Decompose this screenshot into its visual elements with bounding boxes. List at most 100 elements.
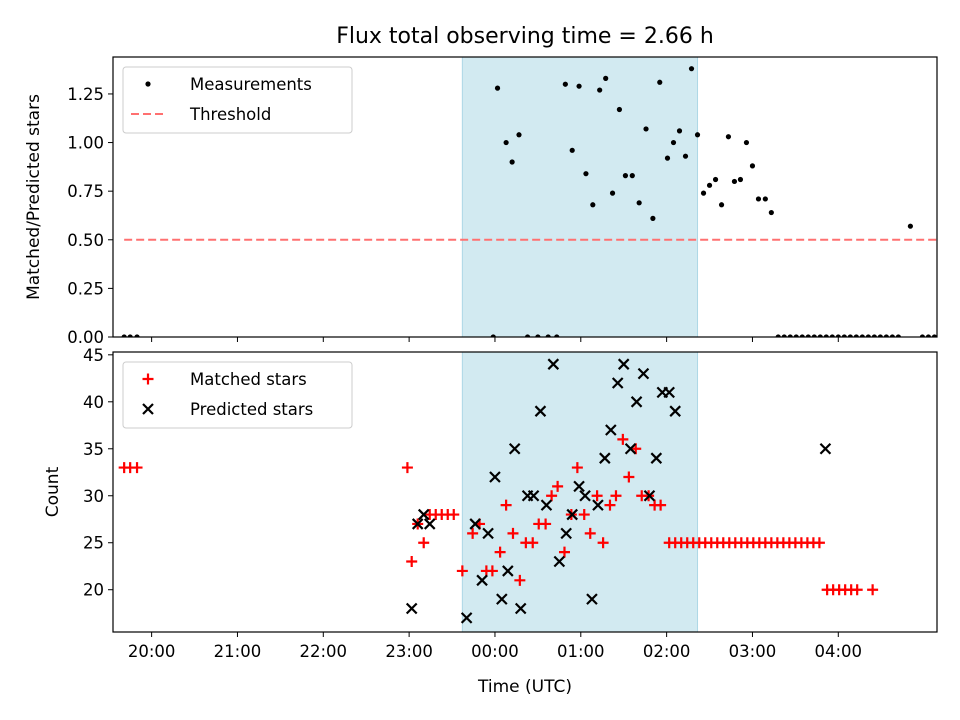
measurements-point	[731, 178, 738, 185]
matched-stars-point	[546, 490, 558, 502]
measurements-point	[889, 334, 895, 337]
matched-stars-point	[448, 509, 460, 521]
measurements-point	[787, 334, 793, 337]
legend-label: Measurements	[190, 75, 312, 94]
matched-stars-point	[867, 584, 879, 596]
matched-stars-point	[406, 556, 418, 568]
measurements-point	[583, 171, 589, 177]
x-tick-label: 03:00	[729, 642, 777, 661]
legend-label: Matched stars	[190, 370, 307, 389]
measurements-point	[622, 173, 629, 179]
measurements-point	[682, 153, 689, 159]
matched-stars-point	[486, 565, 498, 577]
top-y-axis-label: Matched/Predicted stars	[24, 94, 44, 300]
measurements-point	[609, 190, 616, 196]
legend: Matched stars Predicted stars	[122, 361, 353, 429]
measurements-point	[545, 334, 551, 337]
axes-frame	[112, 351, 938, 633]
measurements-point	[554, 334, 560, 337]
measurements-point	[562, 81, 568, 87]
chart-title: Flux total observing time = 2.66 h	[336, 24, 714, 49]
measurements-point	[853, 334, 859, 337]
matched-stars-point	[131, 462, 143, 474]
predicted-stars-point	[534, 405, 547, 417]
matched-stars-point	[467, 527, 479, 539]
predicted-stars-point	[819, 443, 832, 455]
measurements-point	[490, 334, 496, 337]
y-tick-label: 45	[83, 346, 104, 365]
predicted-stars-point	[592, 499, 604, 511]
matched-stars-point	[813, 537, 825, 549]
predicted-stars-point	[579, 489, 591, 502]
measurements-point	[859, 334, 865, 337]
matched-stars-point	[623, 471, 635, 483]
predicted-stars-point	[573, 480, 585, 493]
measurements-point	[664, 155, 671, 161]
matched-stars-point	[655, 499, 667, 511]
predicted-stars-point	[566, 508, 578, 521]
measurements-point	[835, 334, 841, 337]
measurements-point	[700, 190, 707, 196]
y-tick-label: 0.75	[67, 182, 104, 201]
measurements-point	[718, 202, 725, 208]
matched-stars-point	[500, 499, 512, 511]
predicted-stars-point	[611, 377, 624, 389]
predicted-stars-point	[527, 489, 540, 502]
measurements-point	[841, 334, 847, 337]
measurements-point	[737, 176, 744, 183]
predicted-stars-point	[489, 471, 501, 483]
measurements-point	[676, 128, 683, 134]
y-tick-label: 1.00	[67, 134, 104, 153]
predicted-stars-point	[669, 405, 681, 417]
matched-stars-point	[851, 584, 863, 596]
y-tick-label: 0.00	[67, 328, 104, 347]
y-tick-label: 25	[83, 534, 104, 553]
matched-stars-point	[604, 499, 616, 511]
matched-stars-point	[456, 565, 468, 577]
measurements-point	[670, 139, 677, 146]
predicted-stars-point	[476, 574, 488, 587]
measurements-point	[907, 223, 913, 229]
measurements-point	[781, 334, 787, 337]
predicted-stars-point	[482, 527, 494, 540]
matched-stars-point	[507, 527, 519, 539]
measurements-point	[749, 163, 756, 169]
predicted-stars-point	[553, 555, 566, 568]
predicted-stars-point	[547, 358, 560, 370]
legend-marker	[142, 373, 154, 385]
matched-stars-point	[610, 490, 622, 502]
measurements-point	[725, 134, 732, 140]
predicted-stars-point	[423, 518, 436, 530]
x-tick-label: 20:00	[128, 642, 176, 661]
predicted-stars-point	[514, 602, 527, 615]
matched-stars-point	[494, 546, 506, 558]
legend-label: Threshold	[189, 105, 271, 124]
predicted-stars-point	[560, 527, 572, 540]
matched-stars-point	[597, 537, 609, 549]
legend: Measurements Threshold	[122, 66, 353, 134]
measurements-point	[775, 334, 781, 337]
predicted-stars-point	[540, 499, 553, 511]
y-tick-label: 0.50	[67, 231, 104, 250]
predicted-stars-point	[417, 508, 430, 521]
measurements-point	[799, 334, 805, 337]
axes-frame	[112, 56, 938, 338]
predicted-stars-point	[496, 593, 508, 605]
predicted-stars-point	[586, 593, 598, 605]
measurements-point	[650, 215, 656, 221]
predicted-stars-point	[411, 518, 424, 530]
measurements-point	[636, 200, 642, 206]
measurements-point	[762, 196, 768, 202]
measurements-point	[865, 334, 871, 337]
x-tick-label: 23:00	[385, 642, 433, 661]
plot-area	[118, 358, 879, 624]
plot-area	[121, 66, 937, 337]
measurements-point	[817, 334, 823, 337]
measurements-point	[847, 334, 853, 337]
y-tick-label: 35	[83, 440, 104, 459]
x-axis-label: Time (UTC)	[477, 677, 572, 697]
measurements-point	[743, 139, 750, 146]
bottom-y-axis-label: Count	[43, 466, 63, 517]
measurements-point	[535, 334, 541, 337]
measurements-point	[524, 334, 531, 337]
